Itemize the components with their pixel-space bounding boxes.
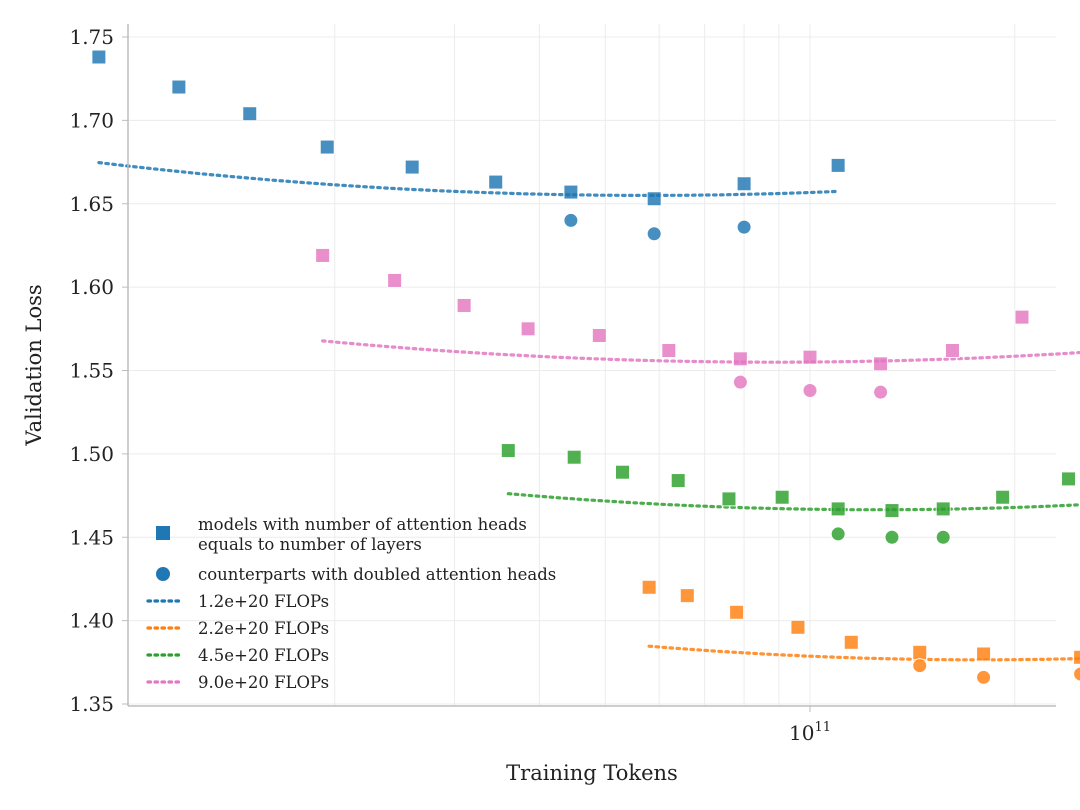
y-tick-label: 1.75 bbox=[69, 25, 114, 49]
square-marker bbox=[995, 489, 1011, 505]
square-marker bbox=[404, 159, 420, 175]
square-marker bbox=[790, 619, 806, 635]
square-marker bbox=[935, 501, 951, 517]
x-axis-title: Training Tokens bbox=[506, 761, 678, 785]
legend-label: models with number of attention heads bbox=[198, 515, 527, 534]
square-marker bbox=[591, 327, 607, 343]
circle-marker bbox=[802, 383, 818, 399]
circle-marker bbox=[563, 212, 579, 228]
fit-curve bbox=[321, 339, 1080, 364]
legend-label: 1.2e+20 FLOPs bbox=[198, 592, 329, 611]
y-ticks: 1.35 1.40 1.45 1.50 1.55 1.60 1.65 1.70 1.75 bbox=[69, 25, 128, 716]
square-marker bbox=[171, 79, 187, 95]
legend-label: 4.5e+20 FLOPs bbox=[198, 646, 329, 665]
square-marker bbox=[456, 297, 472, 313]
square-marker bbox=[774, 489, 790, 505]
axes bbox=[127, 24, 1056, 707]
circle-marker bbox=[873, 384, 889, 400]
fit-curves bbox=[97, 161, 1080, 662]
square-marker bbox=[91, 49, 107, 65]
legend-circle-marker bbox=[156, 567, 170, 581]
square-marker bbox=[615, 464, 631, 480]
y-tick-label: 1.65 bbox=[69, 192, 114, 216]
circle-marker bbox=[1073, 666, 1080, 682]
grid bbox=[128, 24, 1056, 706]
x-tick-base: 10 bbox=[789, 721, 814, 745]
square-marker bbox=[679, 588, 695, 604]
fit-curve bbox=[506, 492, 1080, 512]
square-marker bbox=[563, 184, 579, 200]
square-marker bbox=[488, 174, 504, 190]
square-marker bbox=[520, 321, 536, 337]
square-marker bbox=[944, 342, 960, 358]
legend-label: 9.0e+20 FLOPs bbox=[198, 673, 329, 692]
square-marker bbox=[387, 272, 403, 288]
y-tick-label: 1.45 bbox=[69, 525, 114, 549]
circle-marker bbox=[646, 226, 662, 242]
square-marker bbox=[729, 604, 745, 620]
legend-label: 2.2e+20 FLOPs bbox=[198, 619, 329, 638]
square-marker bbox=[641, 579, 657, 595]
square-marker bbox=[736, 176, 752, 192]
square-marker bbox=[732, 351, 748, 367]
y-tick-label: 1.50 bbox=[69, 442, 114, 466]
square-marker bbox=[976, 646, 992, 662]
square-marker bbox=[500, 443, 516, 459]
circle-marker bbox=[976, 669, 992, 685]
square-marker bbox=[566, 449, 582, 465]
x-ticks: 1011 bbox=[789, 706, 831, 745]
square-marker bbox=[319, 139, 335, 155]
circle-marker bbox=[935, 529, 951, 545]
y-tick-label: 1.70 bbox=[69, 108, 114, 132]
square-marker bbox=[802, 349, 818, 365]
square-marker bbox=[1014, 309, 1030, 325]
y-tick-label: 1.35 bbox=[69, 692, 114, 716]
fit-curve bbox=[97, 161, 840, 197]
square-marker bbox=[843, 634, 859, 650]
square-marker bbox=[242, 106, 258, 122]
circle-marker bbox=[732, 374, 748, 390]
y-tick-label: 1.55 bbox=[69, 359, 114, 383]
square-marker bbox=[1073, 649, 1080, 665]
legend-label: equals to number of layers bbox=[198, 535, 422, 554]
square-markers bbox=[91, 49, 1080, 665]
y-tick-label: 1.40 bbox=[69, 609, 114, 633]
circle-markers bbox=[563, 212, 1080, 685]
y-tick-label: 1.60 bbox=[69, 275, 114, 299]
y-axis-title: Validation Loss bbox=[22, 284, 46, 446]
square-marker bbox=[830, 157, 846, 173]
circle-marker bbox=[912, 658, 928, 674]
x-tick-label: 1011 bbox=[789, 720, 831, 745]
square-marker bbox=[721, 491, 737, 507]
square-marker bbox=[646, 191, 662, 207]
legend-label: counterparts with doubled attention head… bbox=[198, 565, 556, 584]
x-tick-exponent: 11 bbox=[814, 720, 831, 735]
legend-square-marker bbox=[156, 526, 170, 540]
circle-marker bbox=[884, 529, 900, 545]
square-marker bbox=[873, 356, 889, 372]
circle-marker bbox=[736, 219, 752, 235]
circle-marker bbox=[830, 526, 846, 542]
square-marker bbox=[1061, 471, 1077, 487]
legend: models with number of attention headsequ… bbox=[146, 515, 556, 692]
square-marker bbox=[912, 644, 928, 660]
square-marker bbox=[670, 473, 686, 489]
fit-curve bbox=[647, 644, 1080, 662]
square-marker bbox=[661, 342, 677, 358]
square-marker bbox=[830, 501, 846, 517]
square-marker bbox=[315, 247, 331, 263]
square-marker bbox=[884, 503, 900, 519]
